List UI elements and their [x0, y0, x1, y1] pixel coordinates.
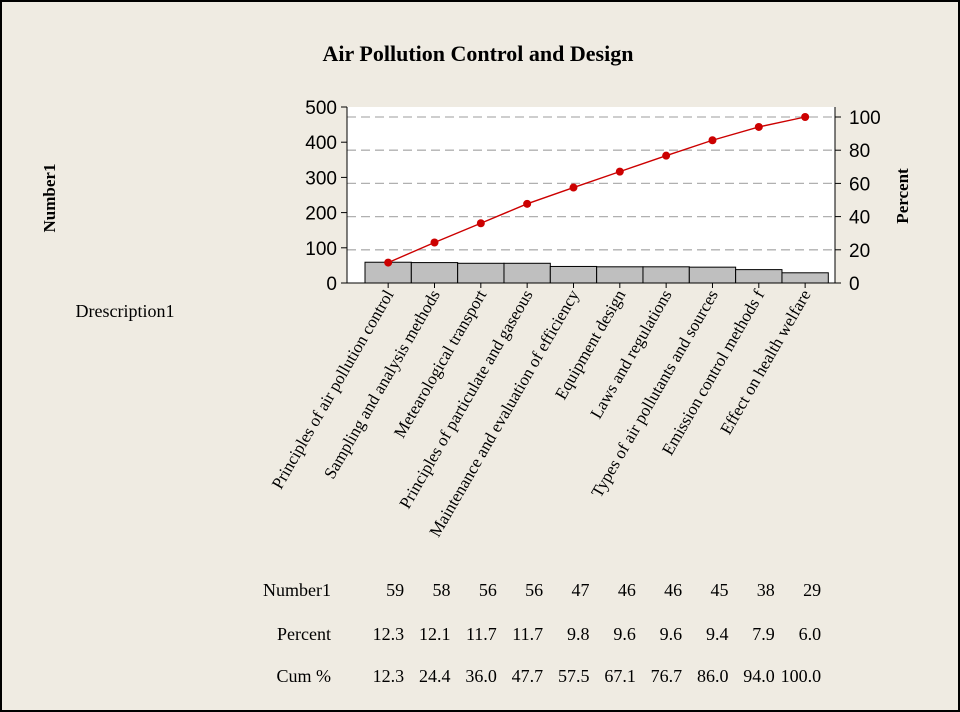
bar	[457, 262, 505, 284]
bar	[596, 266, 644, 284]
cumulative-point	[384, 258, 393, 267]
table-cell: 56	[525, 580, 543, 600]
table-cell: 45	[710, 580, 728, 600]
table-cell: 6.0	[799, 624, 822, 644]
y-tick-label: 300	[305, 168, 337, 189]
table-cell: 9.6	[613, 624, 636, 644]
y-tick-label: 0	[326, 274, 337, 295]
bar	[781, 272, 829, 284]
table-cell: 46	[618, 580, 636, 600]
table-cell: 86.0	[697, 666, 729, 686]
cumulative-point	[754, 122, 763, 131]
table-cell: 9.6	[660, 624, 683, 644]
category-label: Laws and regulations	[586, 287, 675, 422]
table-row-label: Number1	[263, 580, 331, 600]
y2-tick-label: 20	[849, 241, 870, 262]
table-cell: 36.0	[465, 666, 497, 686]
table-cell: 29	[803, 580, 821, 600]
table-cell: 67.1	[604, 666, 636, 686]
cumulative-point	[615, 167, 624, 176]
y-tick-label: 200	[305, 204, 337, 225]
cumulative-point	[801, 113, 810, 121]
bar	[688, 266, 737, 284]
table-cell: 56	[479, 580, 497, 600]
table-cell: 12.3	[373, 624, 405, 644]
table-cell: 38	[757, 580, 775, 600]
bar	[503, 262, 551, 284]
table-cell: 94.0	[743, 666, 775, 686]
y-tick-label: 500	[305, 98, 337, 119]
table-cell: 11.7	[466, 624, 497, 644]
table-row-label: Percent	[277, 624, 331, 644]
bar	[410, 262, 459, 284]
bar	[549, 265, 598, 284]
chart-title: Air Pollution Control and Design	[323, 41, 634, 66]
table-cell: 12.1	[419, 624, 451, 644]
table-cell: 57.5	[558, 666, 590, 686]
y-axis-label: Number1	[40, 164, 59, 233]
table-cell: 7.9	[752, 624, 775, 644]
table-cell: 47	[571, 580, 589, 600]
table-cell: 9.8	[567, 624, 590, 644]
bar	[642, 266, 690, 284]
cumulative-point	[708, 136, 717, 145]
cumulative-point	[569, 183, 578, 192]
y-tick-label: 400	[305, 133, 337, 154]
y2-tick-label: 100	[849, 108, 881, 129]
bar	[735, 269, 783, 284]
table-cell: 11.7	[512, 624, 543, 644]
table-cell: 58	[432, 580, 450, 600]
table-cell: 100.0	[781, 666, 822, 686]
y2-axis-label: Percent	[893, 168, 912, 224]
cumulative-line	[387, 116, 806, 264]
table-cell: 12.3	[373, 666, 405, 686]
y2-tick-label: 60	[849, 174, 870, 195]
table-cell: 24.4	[419, 666, 451, 686]
category-label: Effect on health welfare	[716, 287, 814, 438]
y2-tick-label: 40	[849, 208, 870, 229]
table-row-label: Cum %	[276, 666, 331, 686]
plot-area	[347, 107, 835, 283]
table-cell: 9.4	[706, 624, 729, 644]
table-cell: 59	[386, 580, 404, 600]
cumulative-point	[430, 238, 439, 247]
y2-tick-label: 0	[849, 274, 860, 295]
cumulative-point	[662, 151, 671, 160]
table-cell: 76.7	[651, 666, 683, 686]
cumulative-point	[476, 219, 485, 228]
cumulative-point	[523, 199, 532, 208]
table-cell: 47.7	[512, 666, 544, 686]
y-tick-label: 100	[305, 239, 337, 260]
y2-tick-label: 80	[849, 141, 870, 162]
x-axis-label: Drescription1	[76, 301, 175, 321]
table-cell: 46	[664, 580, 682, 600]
